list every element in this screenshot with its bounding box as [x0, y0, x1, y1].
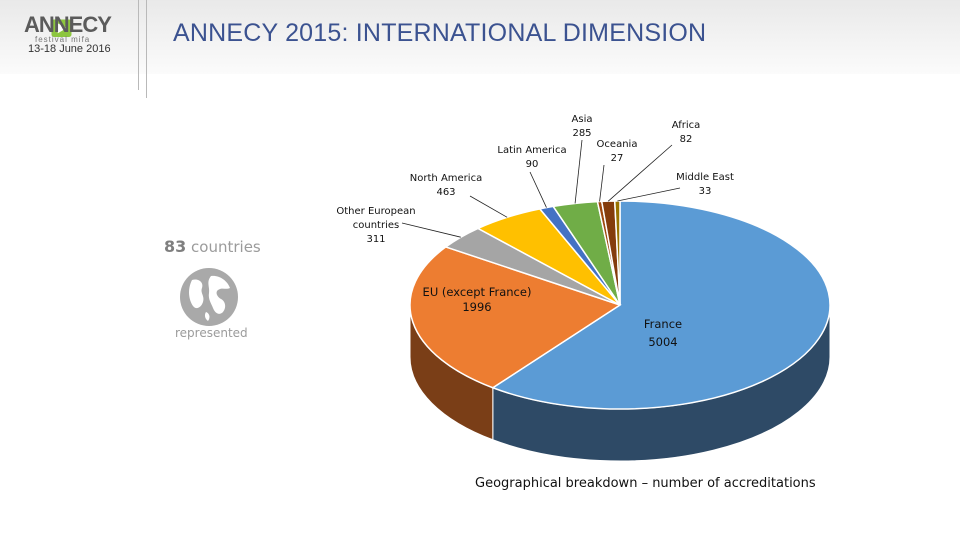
divider-line — [146, 0, 147, 98]
label-latin-america-value: 90 — [526, 159, 539, 170]
annecy-logo — [51, 19, 72, 37]
label-oceania-name: Oceania — [597, 139, 638, 150]
label-other-eu-name-2: countries — [353, 220, 399, 231]
logo-subtitle: festival mifa — [35, 35, 91, 44]
pie-slice-france — [491, 200, 831, 410]
leader-line-asia — [574, 139, 583, 204]
leader-line-oceania — [599, 164, 605, 202]
logo-text: ANNECY — [24, 12, 112, 37]
label-france-value: 5004 — [648, 335, 677, 349]
label-asia-name: Asia — [572, 114, 593, 125]
countries-count: 83 countries — [164, 237, 261, 256]
header-bar: ANNECY festival mifa 13-18 June 2016 ANN… — [0, 0, 960, 74]
chart-caption: Geographical breakdown – number of accre… — [475, 476, 816, 491]
label-other-eu-value: 311 — [366, 234, 385, 245]
leader-line-africa — [607, 144, 673, 202]
leader-line-north-america — [469, 195, 508, 218]
globe-icon — [180, 268, 238, 326]
leader-line-latin-america — [529, 171, 547, 208]
leader-lines — [401, 139, 681, 238]
label-middle-east-value: 33 — [699, 186, 712, 197]
label-eu-value: 1996 — [462, 300, 491, 314]
pie-slices — [409, 200, 831, 410]
countries-word: countries — [191, 238, 261, 256]
label-other-eu-name-1: Other European — [336, 206, 415, 217]
label-oceania-value: 27 — [611, 153, 624, 164]
label-africa-name: Africa — [672, 120, 701, 131]
label-north-america-name: North America — [410, 173, 482, 184]
leader-line-middle-east — [617, 187, 681, 202]
label-asia-value: 285 — [572, 128, 591, 139]
label-latin-america-name: Latin America — [497, 145, 566, 156]
label-france-name: France — [644, 317, 682, 331]
label-africa-value: 82 — [680, 134, 693, 145]
label-middle-east-name: Middle East — [676, 172, 734, 183]
label-eu-name: EU (except France) — [423, 285, 532, 299]
label-north-america-value: 463 — [436, 187, 455, 198]
divider-line — [138, 0, 139, 90]
countries-number: 83 — [164, 237, 187, 256]
page-title: ANNECY 2015: INTERNATIONAL DIMENSION — [173, 19, 707, 47]
event-dates: 13-18 June 2016 — [28, 43, 111, 55]
represented-label: represented — [175, 326, 248, 340]
pie-slice-eu-except-france — [409, 246, 622, 389]
leader-line-other-european-countries — [401, 222, 461, 238]
